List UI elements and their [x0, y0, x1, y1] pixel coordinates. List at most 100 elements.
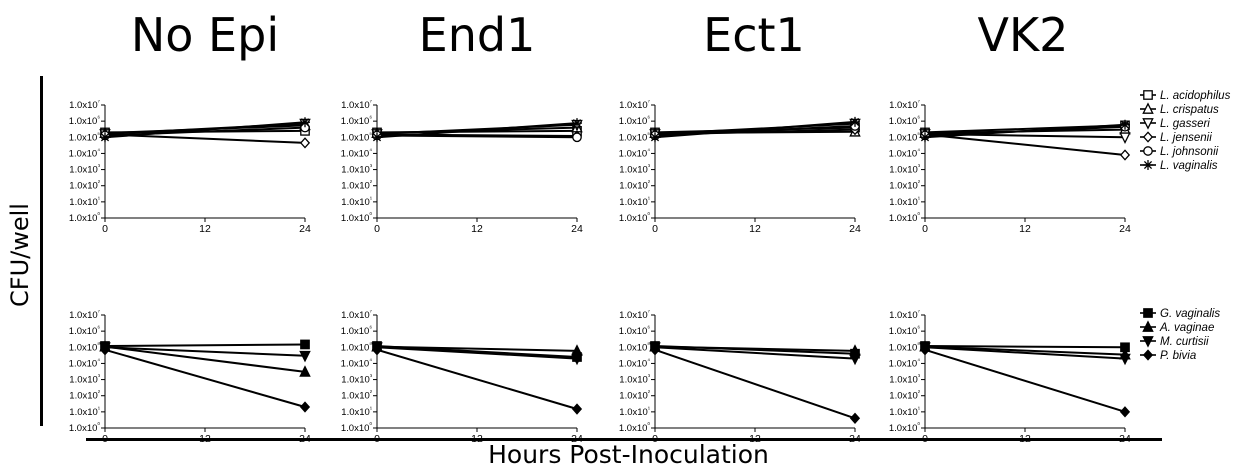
y-tick-label: 1.0x10⁰: [619, 211, 651, 224]
series-line: [924, 345, 1126, 356]
x-tick-label: 24: [571, 223, 583, 235]
panel-no-epi-lactobacillus: 1.0x10⁰ 1.0x10¹ 1.0x10² 1.0x10³ 1.0x10⁴ 1.0x1…: [69, 99, 311, 235]
panel-ect1-lactobacillus: 1.0x10⁰ 1.0x10¹ 1.0x10² 1.0x10³ 1.0x10⁴ 1.0x1…: [619, 99, 861, 235]
series-p-bivia: [649, 344, 861, 424]
x-tick-label: 0: [374, 223, 380, 235]
y-tick-label: 1.0x10³: [69, 164, 101, 176]
series-line: [104, 345, 306, 373]
y-tick-label: 1.0x10¹: [619, 196, 651, 208]
x-axis-title: Hours Post-Inoculation: [488, 440, 769, 469]
legend-label: L. johnsonii: [1160, 146, 1219, 158]
legend-bv-bacteria: G. vaginalis A. vaginae M. curtisii P. bivi…: [1140, 308, 1220, 362]
data-point-p-bivia: [1119, 406, 1131, 418]
y-tick-label: 1.0x10⁰: [341, 211, 373, 224]
y-axis-title: CFU/well: [6, 203, 34, 307]
legend-item: M. curtisii: [1140, 336, 1209, 348]
data-point-p-bivia: [649, 344, 661, 356]
y-tick-label: 1.0x10²: [619, 180, 651, 192]
data-point-p-bivia: [571, 403, 583, 415]
y-tick-label: 1.0x10⁶: [889, 115, 921, 127]
y-tick-label: 1.0x10²: [889, 180, 921, 192]
data-point-p-bivia: [371, 344, 383, 356]
data-point-m-curtisii: [1119, 353, 1131, 366]
y-tick-label: 1.0x10³: [619, 164, 651, 176]
series-line: [924, 133, 1126, 156]
legend-marker: [1142, 336, 1154, 348]
data-point-m-curtisii: [571, 353, 583, 366]
legend-label: L. vaginalis: [1160, 160, 1218, 172]
series-line: [654, 345, 856, 352]
y-tick-label: 1.0x10¹: [889, 406, 921, 418]
y-tick-label: 1.0x10⁴: [889, 357, 921, 369]
y-tick-label: 1.0x10⁵: [619, 131, 651, 143]
legend-label: A. vaginae: [1159, 322, 1214, 334]
y-tick-label: 1.0x10²: [889, 390, 921, 402]
data-point-l-vaginalis: [1120, 119, 1130, 130]
data-point-l-jensenii: [1119, 149, 1131, 161]
y-tick-label: 1.0x10⁴: [889, 147, 921, 159]
y-tick-label: 1.0x10⁷: [69, 99, 101, 111]
y-tick-label: 1.0x10⁷: [889, 99, 921, 111]
series-line: [654, 120, 856, 139]
y-tick-label: 1.0x10²: [69, 390, 101, 402]
y-tick-label: 1.0x10⁴: [341, 357, 373, 369]
y-tick-label: 1.0x10⁰: [341, 421, 373, 434]
legend-marker: [1142, 131, 1154, 143]
y-tick-label: 1.0x10³: [889, 374, 921, 386]
data-point-l-johnsonii: [572, 132, 582, 143]
x-tick-label: 24: [1119, 223, 1131, 235]
series-p-bivia: [371, 344, 583, 415]
y-tick-label: 1.0x10⁷: [619, 309, 651, 321]
legend-marker: [1143, 160, 1153, 170]
y-tick-label: 1.0x10³: [69, 374, 101, 386]
y-tick-label: 1.0x10⁰: [69, 211, 101, 224]
y-tick-label: 1.0x10⁶: [69, 115, 101, 127]
panel-end1-lactobacillus: 1.0x10⁰ 1.0x10¹ 1.0x10² 1.0x10³ 1.0x10⁴ 1.0x1…: [341, 99, 583, 235]
x-tick-label: 24: [849, 223, 861, 235]
y-tick-label: 1.0x10¹: [889, 196, 921, 208]
series-line: [376, 346, 578, 360]
y-tick-label: 1.0x10¹: [619, 406, 651, 418]
legend-lactobacillus: L. acidophilus L. crispatus L. gasseri L. j…: [1140, 90, 1231, 172]
column-title-no-epi: No Epi: [130, 8, 280, 62]
series-line: [376, 345, 578, 352]
column-title-ect1: Ect1: [703, 8, 805, 62]
legend-item: A. vaginae: [1140, 320, 1214, 334]
panel-ect1-bv: 1.0x10⁰ 1.0x10¹ 1.0x10² 1.0x10³ 1.0x10⁴ 1.0x1…: [619, 309, 861, 445]
x-tick-label: 12: [749, 223, 761, 235]
legend-marker: [1143, 146, 1153, 156]
legend-marker: [1142, 349, 1154, 361]
legend-item: L. gasseri: [1140, 118, 1210, 130]
legend-item: L. crispatus: [1140, 102, 1219, 116]
data-point-l-vaginalis: [572, 118, 582, 129]
data-point-l-vaginalis: [850, 116, 860, 127]
series-line: [104, 343, 306, 348]
series-l-vaginalis: [650, 116, 860, 143]
x-tick-label: 12: [471, 223, 483, 235]
series-line: [104, 133, 306, 144]
legend-marker: [1142, 118, 1154, 130]
legend-label: L. jensenii: [1160, 132, 1212, 144]
series-line: [924, 345, 1126, 349]
legend-marker: [1142, 320, 1154, 332]
x-tick-label: 0: [652, 223, 658, 235]
y-tick-label: 1.0x10³: [889, 164, 921, 176]
x-tick-label: 12: [1019, 223, 1031, 235]
data-point-l-vaginalis: [920, 132, 930, 143]
data-point-l-jensenii: [299, 137, 311, 149]
legend-marker: [1142, 102, 1154, 114]
panel-end1-bv: 1.0x10⁰ 1.0x10¹ 1.0x10² 1.0x10³ 1.0x10⁴ 1.0x1…: [341, 309, 583, 445]
y-tick-label: 1.0x10⁵: [341, 341, 373, 353]
y-tick-label: 1.0x10¹: [69, 196, 101, 208]
legend-item: L. acidophilus: [1140, 90, 1231, 102]
y-tick-label: 1.0x10⁵: [341, 131, 373, 143]
series-l-vaginalis: [372, 118, 582, 143]
series-line: [376, 122, 578, 139]
y-tick-label: 1.0x10⁰: [889, 211, 921, 224]
y-tick-label: 1.0x10⁷: [69, 309, 101, 321]
y-tick-label: 1.0x10⁶: [341, 115, 373, 127]
y-tick-label: 1.0x10⁴: [341, 147, 373, 159]
y-tick-label: 1.0x10²: [619, 390, 651, 402]
y-tick-label: 1.0x10⁶: [619, 115, 651, 127]
y-tick-label: 1.0x10²: [69, 180, 101, 192]
